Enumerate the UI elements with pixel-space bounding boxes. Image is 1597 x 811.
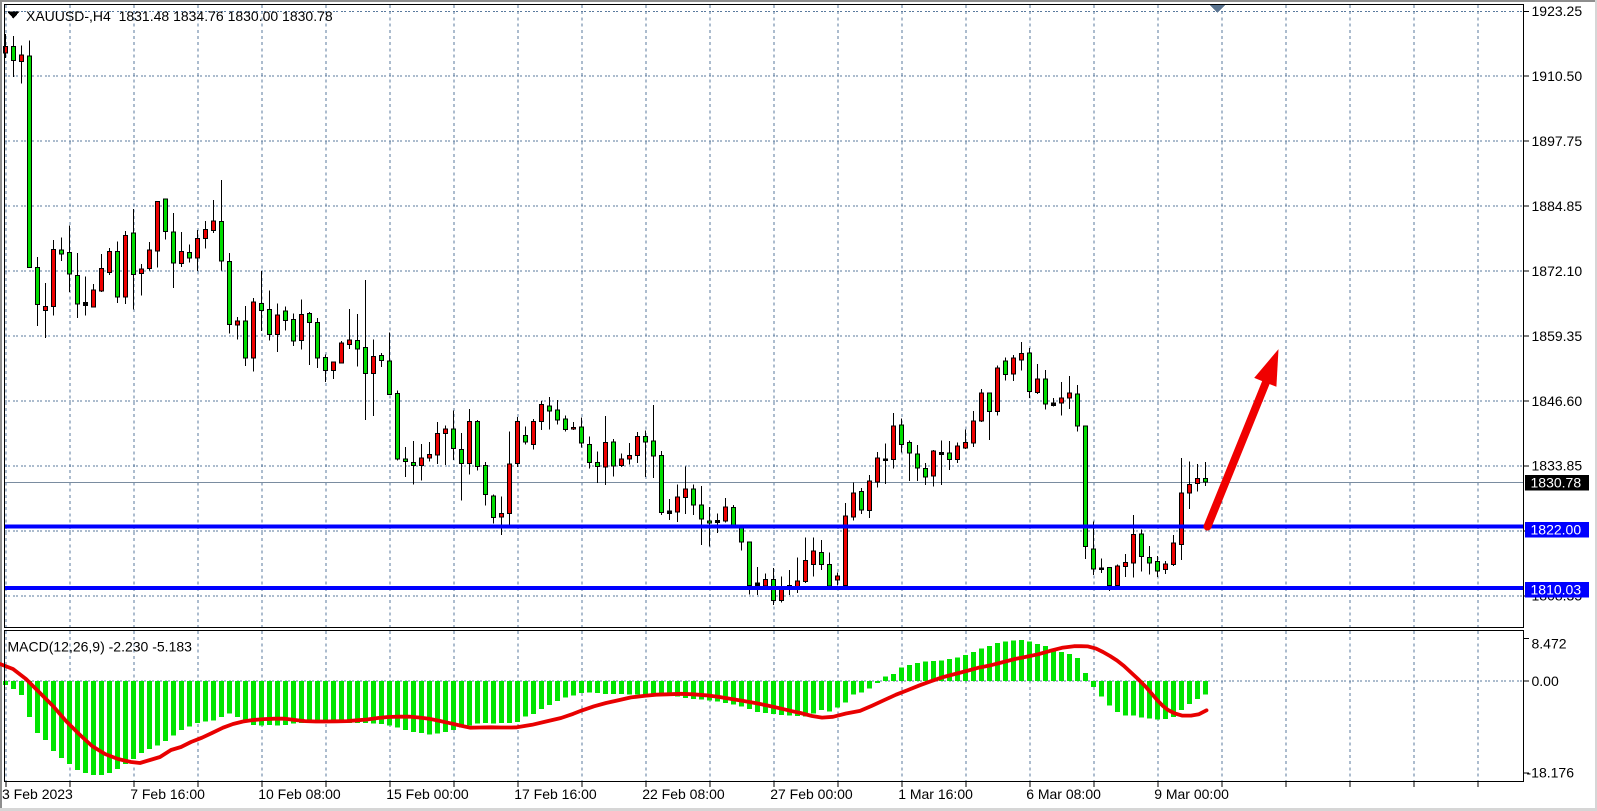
svg-text:9 Mar 00:00: 9 Mar 00:00 (1154, 786, 1229, 802)
svg-text:6 Mar 08:00: 6 Mar 08:00 (1026, 786, 1101, 802)
svg-text:3 Feb 2023: 3 Feb 2023 (2, 786, 73, 802)
svg-text:-18.176: -18.176 (1527, 765, 1575, 781)
svg-text:1884.85: 1884.85 (1532, 198, 1583, 214)
svg-text:1 Mar 16:00: 1 Mar 16:00 (898, 786, 973, 802)
svg-text:XAUUSD-,H4 1831.48 1834.76 18: XAUUSD-,H4 1831.48 1834.76 1830.00 1830.… (26, 8, 333, 24)
svg-text:1846.60: 1846.60 (1532, 393, 1583, 409)
svg-text:1859.35: 1859.35 (1532, 328, 1583, 344)
svg-text:8.472: 8.472 (1532, 635, 1567, 651)
svg-text:10 Feb 08:00: 10 Feb 08:00 (258, 786, 341, 802)
svg-text:1923.25: 1923.25 (1532, 3, 1583, 19)
svg-text:1910.50: 1910.50 (1532, 68, 1583, 84)
svg-text:1810.03: 1810.03 (1531, 582, 1582, 598)
svg-text:17 Feb 16:00: 17 Feb 16:00 (514, 786, 597, 802)
svg-text:27 Feb 00:00: 27 Feb 00:00 (770, 786, 853, 802)
svg-text:1872.10: 1872.10 (1532, 263, 1583, 279)
svg-text:22 Feb 08:00: 22 Feb 08:00 (642, 786, 725, 802)
svg-text:0.00: 0.00 (1532, 673, 1559, 689)
svg-text:1830.78: 1830.78 (1531, 474, 1582, 490)
svg-text:7 Feb 16:00: 7 Feb 16:00 (130, 786, 205, 802)
svg-text:1822.00: 1822.00 (1531, 521, 1582, 537)
svg-text:MACD(12,26,9) -2.230 -5.183: MACD(12,26,9) -2.230 -5.183 (8, 639, 193, 655)
svg-text:1833.85: 1833.85 (1532, 458, 1583, 474)
svg-text:1897.75: 1897.75 (1532, 133, 1583, 149)
svg-text:15 Feb 00:00: 15 Feb 00:00 (386, 786, 469, 802)
